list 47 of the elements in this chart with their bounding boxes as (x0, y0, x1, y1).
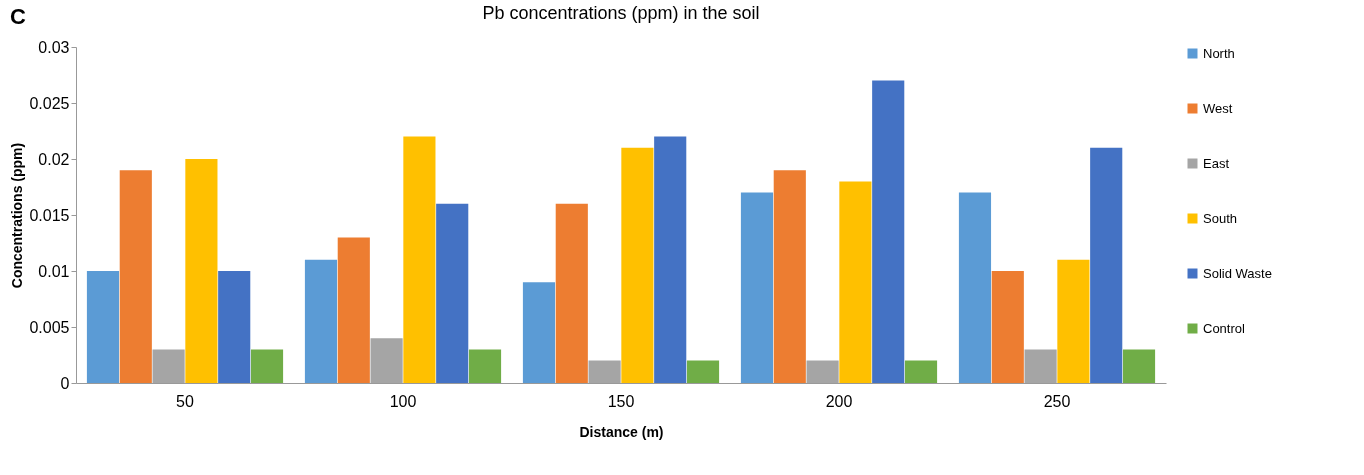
y-tick-label: 0.01 (38, 262, 70, 280)
legend-label: East (1203, 155, 1230, 171)
bar (872, 80, 905, 383)
x-tick-label: 200 (825, 392, 853, 410)
y-tick-label: 0.005 (29, 318, 70, 336)
legend-label: West (1203, 100, 1233, 116)
bar (686, 360, 720, 383)
bar (654, 136, 687, 383)
bar (958, 192, 992, 383)
text: C (10, 4, 26, 30)
bar (250, 349, 284, 383)
bar (468, 349, 502, 383)
bar (119, 170, 152, 383)
bar (86, 271, 120, 383)
bar (1057, 259, 1090, 383)
bar (436, 203, 469, 383)
bar (740, 192, 774, 383)
y-tick-label: 0.02 (38, 150, 70, 168)
bar (773, 170, 806, 383)
x-axis-title: Distance (m) (579, 423, 664, 440)
x-tick-label: 250 (1043, 392, 1071, 410)
bar (621, 147, 654, 383)
bar (1122, 349, 1156, 383)
y-tick-label: 0.03 (38, 38, 70, 56)
bar (304, 259, 338, 383)
x-tick-label: 50 (176, 392, 194, 410)
legend-label: Control (1203, 320, 1246, 336)
bar (522, 282, 556, 383)
y-tick-label: 0 (60, 374, 70, 392)
bar (218, 271, 251, 383)
bar (555, 203, 588, 383)
bar (991, 271, 1024, 383)
bar (904, 360, 938, 383)
legend-label: Solid Waste (1203, 265, 1272, 281)
bar (403, 136, 436, 383)
bar (1090, 147, 1123, 383)
legend-label: North (1203, 45, 1235, 61)
bar (185, 159, 218, 383)
y-tick-label: 0.015 (29, 206, 70, 224)
chart-title: Pb concentrations (ppm) in the soil (482, 3, 760, 23)
y-axis-title: Concentrations (ppm) (9, 142, 26, 289)
bar (337, 237, 370, 383)
bar (839, 181, 872, 383)
x-tick-label: 150 (607, 392, 635, 410)
legend-label: South (1203, 210, 1237, 226)
x-tick-label: 100 (389, 392, 417, 410)
y-tick-label: 0.025 (29, 94, 70, 112)
